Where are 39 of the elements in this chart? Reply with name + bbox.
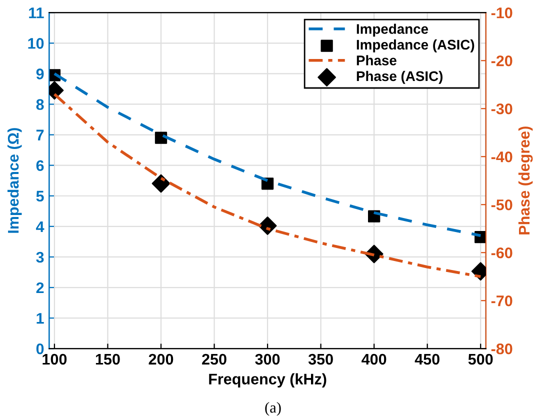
y2-tick-label: -10 (491, 7, 512, 18)
y-tick-label: 6 (36, 160, 44, 172)
y-tick-label: 3 (36, 252, 44, 263)
y-axis-title: Impedance (Ω) (7, 128, 22, 233)
y-tick-label: 10 (28, 38, 44, 49)
x-tick-label: 400 (362, 354, 386, 365)
y2-tick-label: -70 (491, 295, 512, 306)
y2-tick-label: -50 (491, 199, 512, 210)
y-tick-label: 9 (36, 68, 44, 80)
x-tick-label: 150 (96, 354, 120, 365)
x-tick-label: 450 (414, 354, 440, 365)
text: (a) (265, 402, 281, 416)
y-tick-label: 1 (36, 313, 44, 324)
y-tick-label: 4 (36, 221, 44, 232)
y-tick-label: 8 (36, 99, 44, 110)
point (152, 174, 170, 193)
legend-label: Phase (356, 55, 396, 66)
x-tick-label: 300 (255, 354, 280, 365)
x-tick-label: 500 (468, 354, 493, 365)
y-tick-label: 0 (36, 343, 44, 354)
x-tick-label: 100 (42, 354, 67, 365)
legend-label: Impedance (ASIC) (356, 39, 474, 52)
x-tick-label: 350 (308, 354, 333, 365)
y-tick-label: 7 (36, 130, 44, 140)
y-tick-label: 2 (36, 282, 44, 294)
y2-tick-label: -40 (491, 151, 512, 162)
y2-tick-label: -20 (491, 55, 512, 66)
y2-tick-label: -60 (491, 247, 512, 258)
legend-label: Impedance (356, 24, 428, 37)
y-tick-label: 5 (36, 190, 44, 202)
x-axis-title: Frequency (kHz) (209, 373, 326, 388)
x-tick-label: 250 (202, 354, 226, 365)
y2-tick-label: -30 (491, 103, 512, 114)
y2-tick-label: -80 (491, 343, 512, 354)
y2-axis-title: Phase (degree) (518, 126, 533, 234)
y-tick-label: 11 (29, 8, 44, 18)
point (154, 132, 168, 144)
x-tick-label: 200 (148, 354, 174, 365)
legend-label: Phase (ASIC) (356, 70, 443, 84)
